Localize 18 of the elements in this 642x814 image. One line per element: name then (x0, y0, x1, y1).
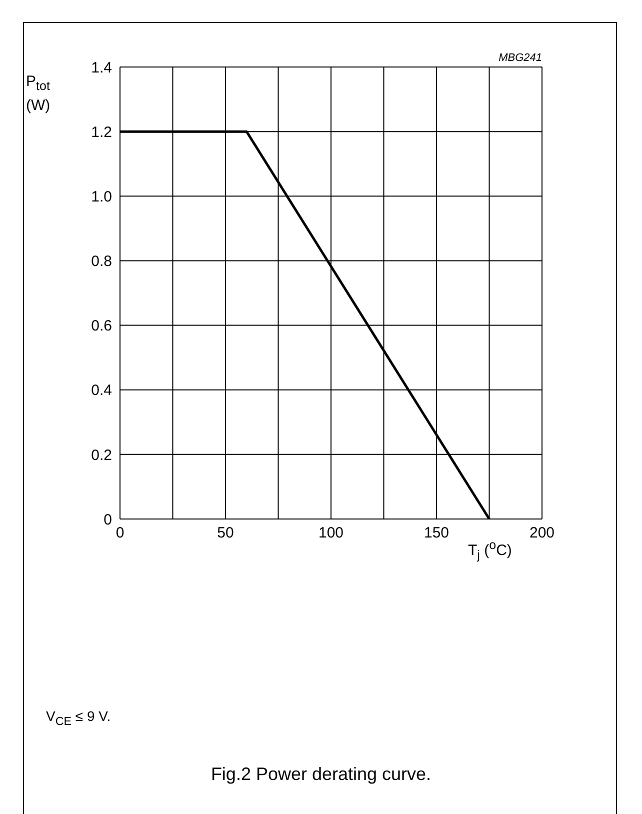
y-axis-title: P$_{tot}$ (W) (26, 72, 52, 116)
text: Fig.2 Power derating curve. (210, 764, 432, 785)
text: MBG241 (498, 52, 542, 64)
x-tick-label: 50 (217, 524, 234, 542)
y-tick-label: 0 (104, 511, 112, 528)
y-tick-label: 0.2 (91, 446, 112, 464)
y-tick-label: 0.6 (91, 318, 112, 335)
y-tick-label: 1.0 (91, 188, 112, 206)
y-tick-label: 0.4 (91, 382, 112, 400)
y-tick-label: 0.8 (91, 253, 112, 270)
y-tick-label: 1.4 (91, 59, 112, 76)
x-tick-label: 100 (318, 524, 344, 542)
x-axis-title: T$_{j}$ ($^{o}$C) (468, 538, 512, 562)
x-tick-label: 150 (424, 524, 450, 542)
y-tick-label: 1.2 (91, 124, 112, 141)
text: V$_{CE}$ ≤ 9 V. (46, 708, 111, 728)
x-tick-label: 200 (529, 524, 555, 542)
x-tick-label: 0 (116, 524, 124, 542)
